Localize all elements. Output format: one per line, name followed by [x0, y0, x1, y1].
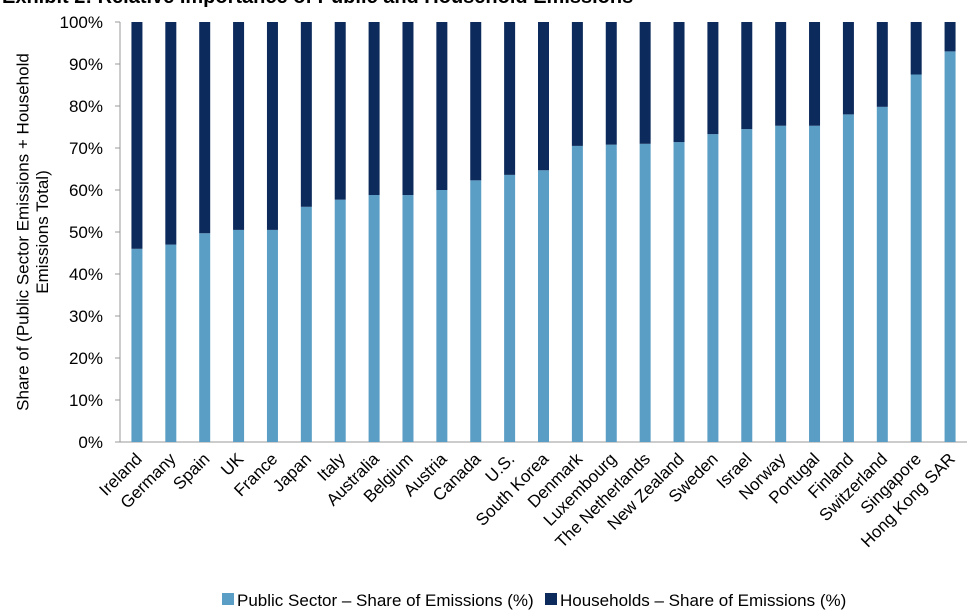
bar-segment [233, 229, 245, 442]
bar-segment [639, 22, 651, 144]
bar-segment [639, 143, 651, 443]
bar-segment [266, 229, 278, 442]
bar-segment [944, 51, 956, 443]
y-tick-label: 80% [69, 97, 103, 116]
bar-segment [470, 180, 482, 442]
bar-segment [673, 142, 685, 442]
bar-segment [775, 125, 787, 443]
bar-segment [436, 22, 448, 190]
bar-segment [300, 206, 312, 442]
y-tick-label: 90% [69, 55, 103, 74]
bar-segment [504, 174, 516, 442]
x-tick-label: Japan [269, 449, 315, 495]
y-tick-label: 100% [60, 13, 103, 32]
bar-segment [504, 22, 516, 175]
y-axis-label: Share of (Public Sector Emissions + Hous… [14, 53, 53, 411]
y-tick-label: 20% [69, 349, 103, 368]
bar-segment [266, 22, 278, 230]
bar-segment [300, 22, 312, 207]
bar-segment [131, 22, 143, 249]
bar-segment [368, 22, 380, 196]
bar-segment [842, 22, 854, 115]
y-tick-label: 70% [69, 139, 103, 158]
bar-segment [910, 22, 922, 75]
y-tick-label: 30% [69, 307, 103, 326]
legend-swatch [222, 593, 234, 605]
bar-segment [199, 233, 211, 442]
y-tick-label: 0% [78, 433, 103, 452]
bar-segment [741, 129, 753, 442]
bar-segment [334, 22, 346, 200]
bar-segment [571, 145, 583, 442]
legend-label: Households – Share of Emissions (%) [560, 591, 846, 610]
bar-segment [334, 199, 346, 442]
bar-segment [842, 114, 854, 443]
x-tick-label: Spain [169, 449, 213, 493]
bar-segment [165, 22, 177, 245]
bar-segment [605, 22, 617, 145]
bar-segment [199, 22, 211, 234]
bar-segment [605, 144, 617, 442]
bar-segment [741, 22, 753, 130]
bar-segment [368, 195, 380, 442]
bar-segment [131, 248, 143, 442]
bar-segment [470, 22, 482, 181]
bar-segment [571, 22, 583, 146]
bar-segment [809, 125, 821, 443]
bar-segment [809, 22, 821, 126]
bar-segment [876, 106, 888, 442]
bar-segment [673, 22, 685, 143]
bar-segment [436, 190, 448, 442]
legend-label: Public Sector – Share of Emissions (%) [237, 591, 534, 610]
y-tick-label: 50% [69, 223, 103, 242]
bar-segment [775, 22, 787, 126]
legend-swatch [545, 593, 557, 605]
y-tick-label: 10% [69, 391, 103, 410]
bar-segment [165, 244, 177, 442]
bar-segment [707, 134, 719, 442]
bar-segment [944, 22, 956, 52]
bar-segment [402, 195, 414, 442]
bar-segment [876, 22, 888, 107]
bar-segment [538, 170, 549, 442]
chart-title: Exhibit 2: Relative Importance of Public… [2, 0, 633, 8]
y-tick-label: 40% [69, 265, 103, 284]
bar-segment [707, 22, 719, 135]
bar-segment [538, 22, 549, 171]
bar-segment [402, 22, 414, 196]
bar-segment [910, 74, 922, 442]
bar-segment [233, 22, 245, 230]
y-tick-label: 60% [69, 181, 103, 200]
